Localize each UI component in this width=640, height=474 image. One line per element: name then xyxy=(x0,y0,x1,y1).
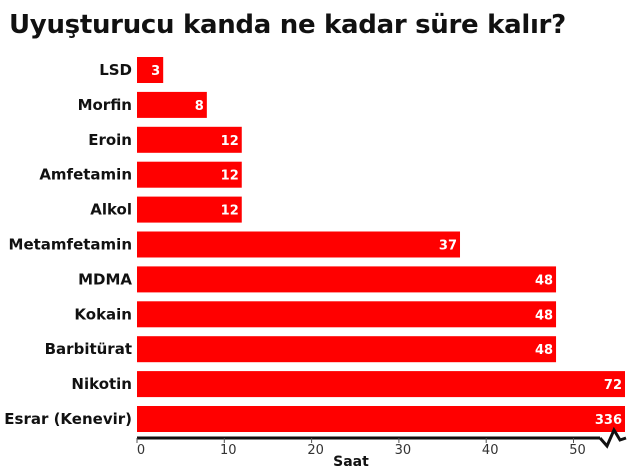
x-axis-title: Saat xyxy=(333,454,369,470)
bar xyxy=(137,406,625,432)
bar xyxy=(137,57,164,83)
category-label: Barbitürat xyxy=(45,340,132,358)
value-label: 12 xyxy=(221,169,239,184)
bar xyxy=(137,126,242,153)
x-tick-label: 50 xyxy=(569,443,586,458)
value-label: 336 xyxy=(595,413,622,428)
x-tick-label: 10 xyxy=(220,443,237,458)
x-tick-label: 20 xyxy=(307,443,324,458)
category-label: Metamfetamin xyxy=(9,236,132,254)
value-label: 48 xyxy=(535,343,553,358)
bar xyxy=(137,336,557,363)
value-label: 37 xyxy=(439,239,457,254)
value-label: 12 xyxy=(221,204,239,219)
value-label: 3 xyxy=(151,64,160,79)
bar xyxy=(137,91,207,118)
value-label: 48 xyxy=(535,273,553,288)
category-label: LSD xyxy=(99,61,132,79)
category-label: Alkol xyxy=(90,201,132,219)
axis-break-mark xyxy=(598,426,627,449)
value-label: 48 xyxy=(535,308,553,323)
category-label: Eroin xyxy=(88,131,132,149)
bar xyxy=(137,371,625,398)
x-tick-label: 40 xyxy=(482,443,499,458)
value-label: 12 xyxy=(221,134,239,149)
bar xyxy=(137,161,242,188)
bar xyxy=(137,231,461,258)
value-label: 8 xyxy=(195,99,204,114)
bar xyxy=(137,266,557,293)
x-tick-label: 30 xyxy=(395,443,412,458)
x-tick-label: 0 xyxy=(137,443,145,458)
bar xyxy=(137,301,557,328)
category-label: Kokain xyxy=(74,305,132,323)
category-label: Nikotin xyxy=(71,375,132,393)
category-label: Amfetamin xyxy=(39,166,132,184)
bar xyxy=(137,196,242,223)
category-label: Esrar (Kenevir) xyxy=(4,410,132,428)
category-label: MDMA xyxy=(78,270,132,288)
category-label: Morfin xyxy=(78,96,132,114)
chart-title: Uyuşturucu kanda ne kadar süre kalır? xyxy=(9,10,566,40)
value-label: 72 xyxy=(604,378,622,393)
